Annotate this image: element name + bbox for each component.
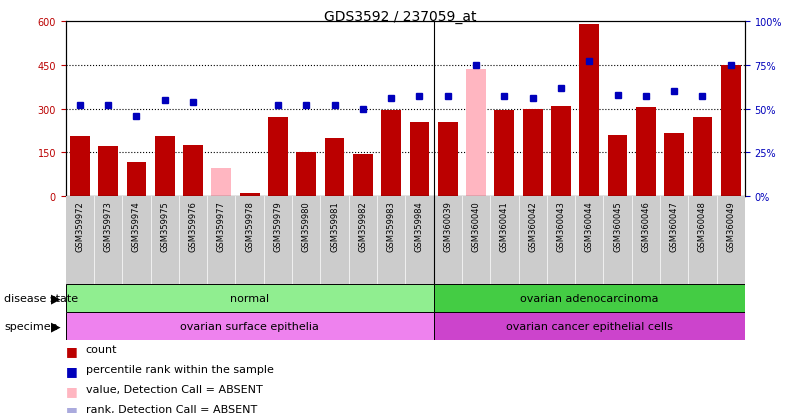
Text: GSM359975: GSM359975	[160, 201, 169, 252]
Bar	[664, 134, 684, 197]
Text: ovarian cancer epithelial cells: ovarian cancer epithelial cells	[506, 321, 673, 331]
Text: GSM359984: GSM359984	[415, 201, 424, 252]
Bar	[127, 163, 147, 197]
Text: GSM360045: GSM360045	[613, 201, 622, 252]
Bar	[99, 147, 118, 197]
Text: GSM360048: GSM360048	[698, 201, 707, 252]
Text: GSM359980: GSM359980	[302, 201, 311, 252]
Bar	[494, 111, 514, 197]
Bar	[608, 135, 627, 197]
Bar	[579, 25, 599, 197]
Bar	[433, 284, 745, 312]
Bar	[721, 66, 741, 197]
Text: GSM359976: GSM359976	[188, 201, 198, 252]
Bar	[575, 197, 603, 284]
Bar	[632, 197, 660, 284]
Text: ovarian adenocarcinoma: ovarian adenocarcinoma	[520, 293, 658, 303]
Text: GSM360039: GSM360039	[443, 201, 453, 252]
Bar	[551, 106, 571, 197]
Text: GSM360043: GSM360043	[557, 201, 566, 252]
Bar	[466, 70, 486, 197]
Text: GSM359978: GSM359978	[245, 201, 254, 252]
Bar	[433, 312, 745, 340]
Text: ▶: ▶	[51, 320, 61, 333]
Text: GDS3592 / 237059_at: GDS3592 / 237059_at	[324, 10, 477, 24]
Text: ▶: ▶	[51, 292, 61, 305]
Bar	[151, 197, 179, 284]
Text: ■: ■	[66, 344, 78, 357]
Bar	[438, 122, 457, 197]
Bar	[235, 197, 264, 284]
Bar	[123, 197, 151, 284]
Bar	[405, 197, 433, 284]
Bar	[717, 197, 745, 284]
Bar	[268, 118, 288, 197]
Bar	[264, 197, 292, 284]
Bar	[688, 197, 717, 284]
Text: ■: ■	[66, 384, 78, 397]
Text: GSM360047: GSM360047	[670, 201, 678, 252]
Text: GSM359981: GSM359981	[330, 201, 339, 252]
Bar	[377, 197, 405, 284]
Bar	[547, 197, 575, 284]
Bar	[462, 197, 490, 284]
Bar	[409, 122, 429, 197]
Bar	[433, 197, 462, 284]
Bar	[490, 197, 518, 284]
Text: GSM359977: GSM359977	[217, 201, 226, 252]
Text: GSM359973: GSM359973	[103, 201, 113, 252]
Text: GSM359974: GSM359974	[132, 201, 141, 252]
Bar	[603, 197, 632, 284]
Text: GSM359983: GSM359983	[387, 201, 396, 252]
Text: specimen: specimen	[4, 321, 58, 331]
Text: ■: ■	[66, 404, 78, 413]
Text: GSM360046: GSM360046	[642, 201, 650, 252]
Text: GSM360040: GSM360040	[472, 201, 481, 252]
Bar	[66, 197, 94, 284]
Bar	[70, 137, 90, 197]
Bar	[207, 197, 235, 284]
Bar	[179, 197, 207, 284]
Bar	[660, 197, 688, 284]
Bar	[636, 108, 656, 197]
Bar	[155, 137, 175, 197]
Bar	[239, 194, 260, 197]
Bar	[211, 169, 231, 197]
Bar	[320, 197, 348, 284]
Text: normal: normal	[230, 293, 269, 303]
Text: GSM360041: GSM360041	[500, 201, 509, 252]
Text: GSM359982: GSM359982	[358, 201, 368, 252]
Text: disease state: disease state	[4, 293, 78, 303]
Text: GSM360044: GSM360044	[585, 201, 594, 252]
Bar	[183, 146, 203, 197]
Text: count: count	[86, 344, 117, 354]
Text: GSM359972: GSM359972	[75, 201, 84, 252]
Bar	[324, 138, 344, 197]
Text: ■: ■	[66, 364, 78, 377]
Bar	[94, 197, 123, 284]
Bar	[348, 197, 377, 284]
Bar	[66, 284, 433, 312]
Text: GSM360049: GSM360049	[727, 201, 735, 252]
Bar	[292, 197, 320, 284]
Bar	[353, 154, 372, 197]
Bar	[381, 111, 401, 197]
Text: GSM359979: GSM359979	[273, 201, 283, 252]
Bar	[66, 312, 433, 340]
Text: rank, Detection Call = ABSENT: rank, Detection Call = ABSENT	[86, 404, 257, 413]
Text: ovarian surface epithelia: ovarian surface epithelia	[180, 321, 319, 331]
Bar	[296, 153, 316, 197]
Text: GSM360042: GSM360042	[528, 201, 537, 252]
Text: percentile rank within the sample: percentile rank within the sample	[86, 364, 274, 374]
Text: value, Detection Call = ABSENT: value, Detection Call = ABSENT	[86, 384, 263, 394]
Bar	[523, 109, 542, 197]
Bar	[693, 118, 712, 197]
Bar	[518, 197, 547, 284]
